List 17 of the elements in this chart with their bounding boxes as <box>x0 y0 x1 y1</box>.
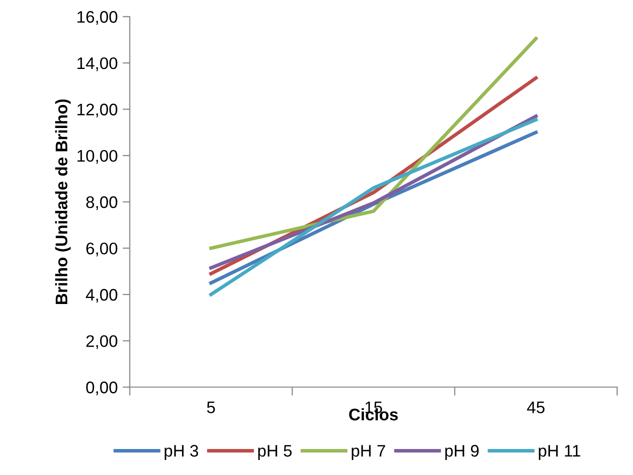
x-tick-label: 45 <box>527 402 545 414</box>
y-tick-label: 14,00 <box>78 57 118 72</box>
y-tick-label: 8,00 <box>86 196 118 210</box>
legend-label: pH 9 <box>445 444 479 460</box>
y-tick-label: 2,00 <box>86 335 118 349</box>
y-tick-label: 6,00 <box>86 242 118 256</box>
y-axis-title: Brilho (Unidade de Brilho) <box>55 99 71 304</box>
y-tick-label: 12,00 <box>78 104 118 118</box>
x-tick-label: 5 <box>207 402 215 414</box>
y-tick-label: 4,00 <box>86 288 118 303</box>
legend-label: pH 5 <box>258 445 292 460</box>
y-tick-label: 10,00 <box>78 150 118 164</box>
legend-label: pH 11 <box>538 445 580 460</box>
legend-label: pH 7 <box>352 445 386 460</box>
y-tick-label: 0,00 <box>86 382 118 396</box>
legend-label: pH 3 <box>164 444 198 460</box>
y-tick-label: 16,00 <box>78 11 118 25</box>
